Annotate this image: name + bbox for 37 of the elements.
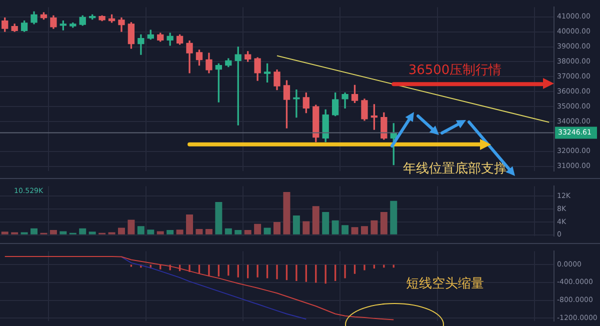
bar: [205, 229, 212, 234]
bar: [128, 220, 135, 234]
bar: [79, 228, 86, 234]
bar: [156, 231, 164, 234]
bar: [264, 228, 271, 234]
bar: [322, 212, 330, 234]
bar: [283, 192, 290, 234]
bar: [137, 226, 144, 234]
bar: [166, 230, 174, 234]
bar: [147, 230, 154, 234]
bar: [196, 229, 203, 234]
bar: [186, 214, 194, 234]
bar: [50, 230, 57, 234]
bar: [1, 232, 8, 234]
bar: [224, 228, 232, 234]
annotation: 短线空头缩量: [406, 276, 484, 292]
bar: [274, 222, 280, 234]
bar: [370, 220, 378, 234]
bar: [30, 228, 38, 234]
bar: [254, 224, 262, 234]
bar: [215, 202, 222, 234]
bar: [380, 212, 388, 234]
bar: [302, 221, 310, 234]
bar: [390, 200, 398, 234]
bar: [332, 220, 339, 234]
bar: [234, 230, 242, 234]
bar: [176, 230, 184, 234]
bar: [360, 226, 368, 234]
bar: [292, 216, 300, 234]
bar: [60, 231, 67, 234]
bar: [118, 228, 125, 234]
bar: [342, 225, 349, 234]
bar: [88, 232, 96, 234]
bar: [312, 206, 320, 234]
bar: [351, 227, 358, 234]
bar: [244, 230, 252, 234]
ref-line-label: 36500压制行情: [408, 63, 502, 78]
